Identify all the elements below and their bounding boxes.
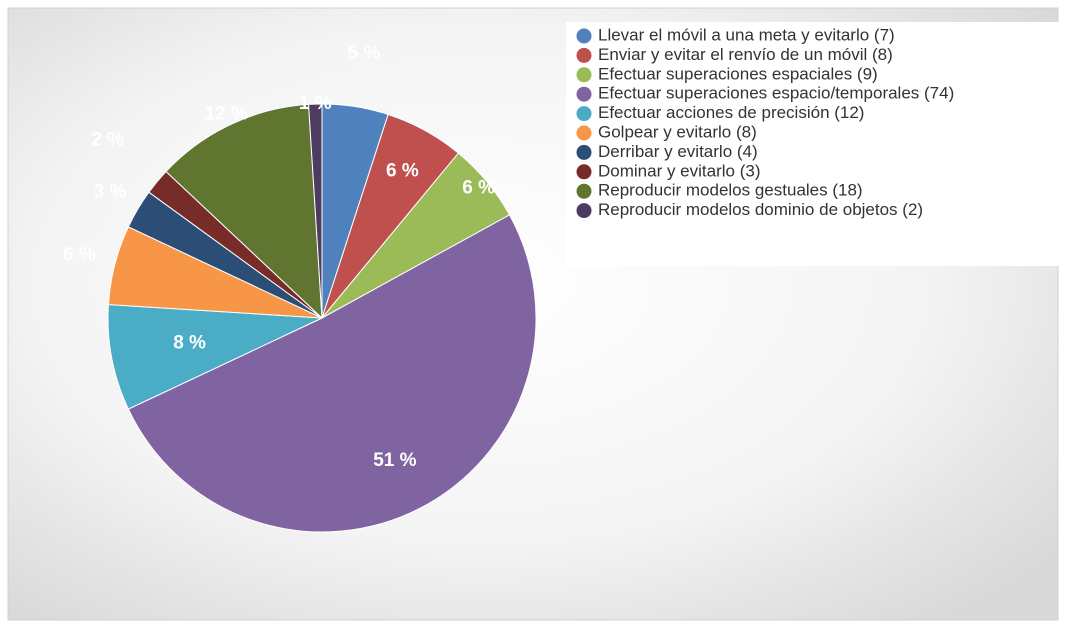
legend-box bbox=[566, 22, 1060, 266]
legend-label: Reproducir modelos dominio de objetos (2… bbox=[598, 200, 923, 219]
data-label: 5 % bbox=[347, 43, 380, 64]
data-label: 6 % bbox=[462, 177, 495, 198]
data-label: 51 % bbox=[373, 450, 416, 471]
legend-marker bbox=[576, 125, 592, 141]
legend-label: Efectuar superaciones espaciales (9) bbox=[598, 64, 878, 83]
pie-slice bbox=[107, 304, 323, 410]
legend-label: Enviar y evitar el renvío de un móvil (8… bbox=[598, 45, 893, 64]
legend-marker bbox=[576, 67, 592, 83]
data-label: 12 % bbox=[205, 104, 248, 125]
legend-marker bbox=[576, 28, 592, 44]
legend-marker bbox=[576, 106, 592, 122]
data-label: 1 % bbox=[299, 93, 332, 114]
data-label: 6 % bbox=[63, 245, 96, 266]
pie-slice bbox=[165, 103, 323, 320]
legend-label: Llevar el móvil a una meta y evitarlo (7… bbox=[598, 25, 895, 44]
data-label: 3 % bbox=[94, 182, 127, 203]
legend-label: Reproducir modelos gestuales (18) bbox=[598, 181, 863, 200]
legend-marker bbox=[576, 144, 592, 160]
legend-label: Efectuar superaciones espacio/temporales… bbox=[598, 84, 954, 103]
pie-slice bbox=[127, 214, 537, 533]
legend-marker bbox=[576, 86, 592, 102]
legend-marker bbox=[576, 47, 592, 63]
legend-label: Derribar y evitarlo (4) bbox=[598, 142, 758, 161]
legend-marker bbox=[576, 203, 592, 219]
legend-marker bbox=[576, 164, 592, 180]
legend-marker bbox=[576, 183, 592, 199]
legend-label: Golpear y evitarlo (8) bbox=[598, 122, 757, 141]
legend-label: Efectuar acciones de precisión (12) bbox=[598, 103, 864, 122]
data-label: 6 % bbox=[386, 161, 419, 182]
pie-slice bbox=[308, 103, 323, 319]
legend-label: Dominar y evitarlo (3) bbox=[598, 161, 761, 180]
data-label: 8 % bbox=[173, 332, 206, 353]
data-label: 2 % bbox=[91, 130, 124, 151]
